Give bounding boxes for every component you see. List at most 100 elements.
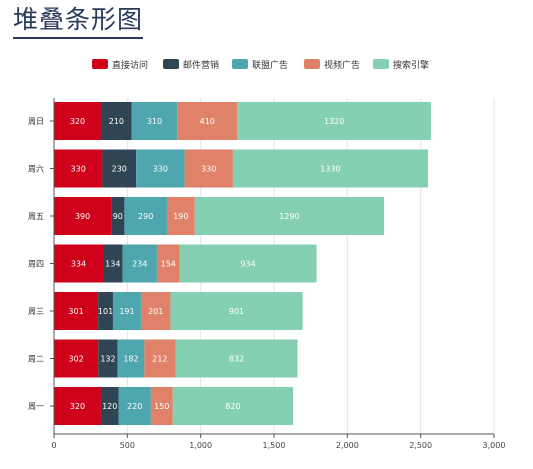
bar-segment[interactable] — [98, 292, 113, 330]
bar-segment[interactable] — [122, 244, 157, 283]
data-label: 190 — [173, 212, 188, 221]
bar-segment[interactable] — [124, 197, 167, 235]
data-label: 901 — [229, 307, 244, 316]
data-label: 101 — [98, 307, 113, 316]
data-label: 1290 — [279, 212, 299, 221]
data-label: 320 — [70, 117, 85, 126]
y-tick-label: 周四 — [28, 260, 44, 269]
legend: 直接访问 邮件营销 联盟广告 视频广告 搜索引擎 — [92, 59, 429, 71]
bar-segment[interactable] — [102, 149, 137, 188]
data-label: 120 — [102, 402, 117, 411]
bar-segment[interactable] — [54, 244, 103, 283]
x-tick-label: 0 — [51, 441, 56, 450]
bar-segment[interactable] — [54, 339, 99, 378]
data-label: 320 — [70, 402, 85, 411]
x-tick-label: 500 — [120, 441, 135, 450]
legend-label: 视频广告 — [324, 59, 360, 71]
y-tick-label: 周三 — [28, 307, 44, 316]
legend-item[interactable]: 搜索引擎 — [373, 59, 429, 71]
legend-swatch — [304, 59, 320, 69]
y-tick-label: 周五 — [28, 212, 44, 221]
data-label: 390 — [75, 212, 90, 221]
bar-segment[interactable] — [117, 339, 145, 378]
data-label: 210 — [109, 117, 124, 126]
x-tick-label: 1,500 — [263, 441, 286, 450]
bar-segment[interactable] — [54, 102, 101, 140]
data-label: 832 — [229, 355, 244, 364]
bar-segment[interactable] — [156, 244, 180, 283]
data-label: 934 — [240, 260, 255, 269]
x-axis: 0 500 1,000 1,500 2,000 2,500 3,000 — [51, 98, 505, 450]
legend-label: 直接访问 — [112, 59, 148, 71]
page-title: 堆叠条形图 — [13, 4, 144, 39]
legend-swatch — [232, 59, 248, 69]
bar-segment[interactable] — [98, 339, 118, 378]
data-label: 90 — [113, 212, 123, 221]
data-label: 330 — [153, 165, 168, 174]
bar-segment[interactable] — [166, 197, 195, 235]
bar-segment[interactable] — [237, 102, 431, 140]
legend-label: 搜索引擎 — [393, 59, 429, 71]
bar-segment[interactable] — [131, 102, 178, 140]
bar-segment[interactable] — [111, 197, 125, 235]
bar-segment[interactable] — [232, 149, 428, 188]
data-label: 134 — [105, 260, 120, 269]
bar-segment[interactable] — [175, 339, 298, 378]
legend-item[interactable]: 直接访问 — [92, 59, 148, 71]
data-label: 182 — [123, 355, 138, 364]
data-label: 330 — [71, 165, 86, 174]
data-label: 1320 — [324, 117, 344, 126]
data-label: 234 — [132, 260, 147, 269]
bar-segment[interactable] — [177, 102, 238, 140]
bar-segment[interactable] — [184, 149, 233, 188]
legend-item[interactable]: 联盟广告 — [232, 59, 288, 71]
data-label: 1330 — [320, 165, 340, 174]
data-label: 230 — [112, 165, 127, 174]
legend-swatch — [92, 59, 108, 69]
bar-segment[interactable] — [170, 292, 303, 330]
bar-segment[interactable] — [54, 197, 112, 235]
data-label: 410 — [200, 117, 215, 126]
bar-segment[interactable] — [112, 292, 141, 330]
legend-swatch — [163, 59, 179, 69]
bars: 320 120 220 150 820 302 132 182 212 832 301 101 191 2… — [54, 102, 431, 425]
bar-segment[interactable] — [136, 149, 185, 188]
legend-label: 邮件营销 — [183, 59, 219, 71]
bar-segment[interactable] — [100, 102, 132, 140]
data-label: 290 — [138, 212, 153, 221]
data-label: 330 — [201, 165, 216, 174]
y-tick-label: 周日 — [28, 117, 44, 126]
bar-segment[interactable] — [179, 244, 317, 283]
legend-item[interactable]: 邮件营销 — [163, 59, 219, 71]
data-label: 310 — [147, 117, 162, 126]
y-axis-labels: 周一 周二 周三 周四 周五 周六 周日 — [28, 117, 54, 411]
bar-segment[interactable] — [194, 197, 384, 235]
bar-segment[interactable] — [118, 387, 151, 425]
legend-swatch — [373, 59, 389, 69]
data-label: 334 — [71, 260, 86, 269]
bar-segment[interactable] — [54, 149, 103, 188]
x-tick-label: 2,000 — [336, 441, 359, 450]
legend-label: 联盟广告 — [252, 59, 288, 71]
data-label: 212 — [152, 355, 167, 364]
data-label: 191 — [119, 307, 134, 316]
y-tick-label: 周二 — [28, 355, 44, 364]
y-tick-label: 周六 — [28, 164, 44, 174]
x-tick-label: 1,000 — [189, 441, 212, 450]
bar-segment[interactable] — [144, 339, 176, 378]
bar-segment[interactable] — [100, 387, 119, 425]
bar-segment[interactable] — [140, 292, 171, 330]
x-tick-label: 2,500 — [409, 441, 432, 450]
y-tick-label: 周一 — [28, 402, 44, 411]
bar-segment[interactable] — [150, 387, 173, 425]
data-label: 301 — [68, 307, 83, 316]
data-label: 150 — [154, 402, 169, 411]
bar-segment[interactable] — [54, 387, 101, 425]
bar-segment[interactable] — [54, 292, 99, 330]
data-label: 302 — [69, 355, 84, 364]
legend-item[interactable]: 视频广告 — [304, 59, 360, 71]
data-label: 201 — [148, 307, 163, 316]
bar-segment[interactable] — [172, 387, 294, 425]
bar-segment[interactable] — [102, 244, 123, 283]
